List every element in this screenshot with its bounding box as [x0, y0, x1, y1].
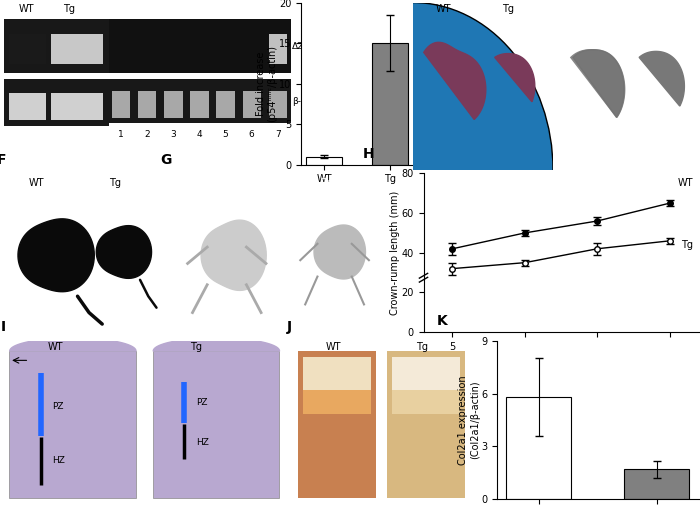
Bar: [506, 397, 571, 499]
FancyBboxPatch shape: [4, 19, 108, 73]
Y-axis label: Fold increase
(p54ⁿᵐᶜ/β-actin): Fold increase (p54ⁿᵐᶜ/β-actin): [256, 45, 277, 122]
Text: β-actin: β-actin: [293, 97, 324, 106]
Text: PZ: PZ: [52, 402, 64, 411]
FancyBboxPatch shape: [216, 91, 235, 118]
Text: Tg: Tg: [109, 178, 121, 188]
FancyBboxPatch shape: [190, 34, 209, 64]
FancyBboxPatch shape: [138, 91, 156, 118]
FancyBboxPatch shape: [112, 91, 130, 118]
Text: PZ: PZ: [196, 399, 207, 408]
Text: J: J: [287, 320, 292, 334]
FancyBboxPatch shape: [164, 34, 183, 64]
FancyBboxPatch shape: [243, 34, 261, 64]
Text: 6: 6: [248, 130, 255, 139]
Text: WT: WT: [436, 4, 452, 14]
Text: HZ: HZ: [196, 438, 209, 447]
Text: I: I: [1, 320, 6, 334]
Polygon shape: [201, 220, 266, 291]
FancyBboxPatch shape: [303, 357, 371, 390]
FancyBboxPatch shape: [4, 80, 108, 126]
Text: Tg: Tg: [321, 178, 333, 188]
Text: 2: 2: [144, 130, 150, 139]
Polygon shape: [314, 225, 365, 279]
FancyBboxPatch shape: [298, 350, 376, 498]
FancyBboxPatch shape: [50, 34, 104, 64]
Y-axis label: Crown-rump length (mm): Crown-rump length (mm): [390, 191, 400, 315]
Text: H: H: [363, 147, 374, 161]
Text: G: G: [161, 153, 172, 167]
Text: WT: WT: [326, 342, 341, 352]
Text: WT: WT: [580, 4, 596, 14]
Polygon shape: [424, 42, 486, 120]
FancyBboxPatch shape: [269, 34, 287, 64]
FancyBboxPatch shape: [8, 34, 46, 64]
Text: K: K: [437, 314, 447, 328]
FancyBboxPatch shape: [190, 91, 209, 118]
Polygon shape: [573, 50, 624, 118]
Text: WT: WT: [48, 342, 63, 352]
FancyBboxPatch shape: [138, 34, 156, 64]
FancyBboxPatch shape: [216, 34, 235, 64]
Text: Tg: Tg: [62, 4, 75, 14]
Y-axis label: Col2a1 expression
(Col2a1/β-actin): Col2a1 expression (Col2a1/β-actin): [458, 375, 480, 465]
FancyBboxPatch shape: [392, 365, 460, 414]
FancyBboxPatch shape: [269, 91, 287, 118]
Bar: [306, 157, 342, 165]
Text: HZ: HZ: [52, 456, 65, 465]
Text: Tg: Tg: [681, 240, 693, 250]
Polygon shape: [570, 50, 624, 118]
Text: 7: 7: [275, 130, 281, 139]
FancyBboxPatch shape: [50, 93, 104, 120]
Text: Tg: Tg: [416, 342, 428, 352]
Text: 1: 1: [118, 130, 124, 139]
FancyBboxPatch shape: [387, 350, 466, 498]
FancyBboxPatch shape: [108, 19, 290, 73]
Bar: [624, 469, 690, 499]
Text: F: F: [0, 153, 6, 167]
Polygon shape: [97, 226, 151, 278]
PathPatch shape: [273, 3, 553, 337]
Text: Δ244: Δ244: [293, 42, 315, 51]
Text: WT: WT: [19, 4, 34, 14]
X-axis label: Days: Days: [549, 357, 573, 368]
Bar: [372, 43, 408, 165]
FancyBboxPatch shape: [8, 93, 46, 120]
Polygon shape: [495, 54, 535, 102]
Text: WT: WT: [678, 178, 693, 188]
Text: β-actin: β-actin: [112, 98, 144, 107]
FancyBboxPatch shape: [108, 80, 290, 123]
Text: Tg: Tg: [190, 342, 202, 352]
Text: 3: 3: [171, 130, 176, 139]
Text: 5: 5: [223, 130, 228, 139]
Text: Tg: Tg: [647, 4, 659, 14]
FancyBboxPatch shape: [112, 34, 130, 64]
FancyBboxPatch shape: [9, 350, 136, 498]
FancyBboxPatch shape: [303, 365, 371, 414]
FancyBboxPatch shape: [164, 91, 183, 118]
FancyBboxPatch shape: [392, 357, 460, 390]
Polygon shape: [639, 51, 685, 106]
Text: Tg: Tg: [502, 4, 514, 14]
Text: Δ244: Δ244: [112, 42, 134, 51]
Polygon shape: [18, 219, 95, 292]
FancyBboxPatch shape: [243, 91, 261, 118]
Text: 4: 4: [197, 130, 202, 139]
FancyBboxPatch shape: [153, 350, 279, 498]
Text: WT: WT: [29, 178, 44, 188]
Text: WT: WT: [204, 178, 220, 188]
